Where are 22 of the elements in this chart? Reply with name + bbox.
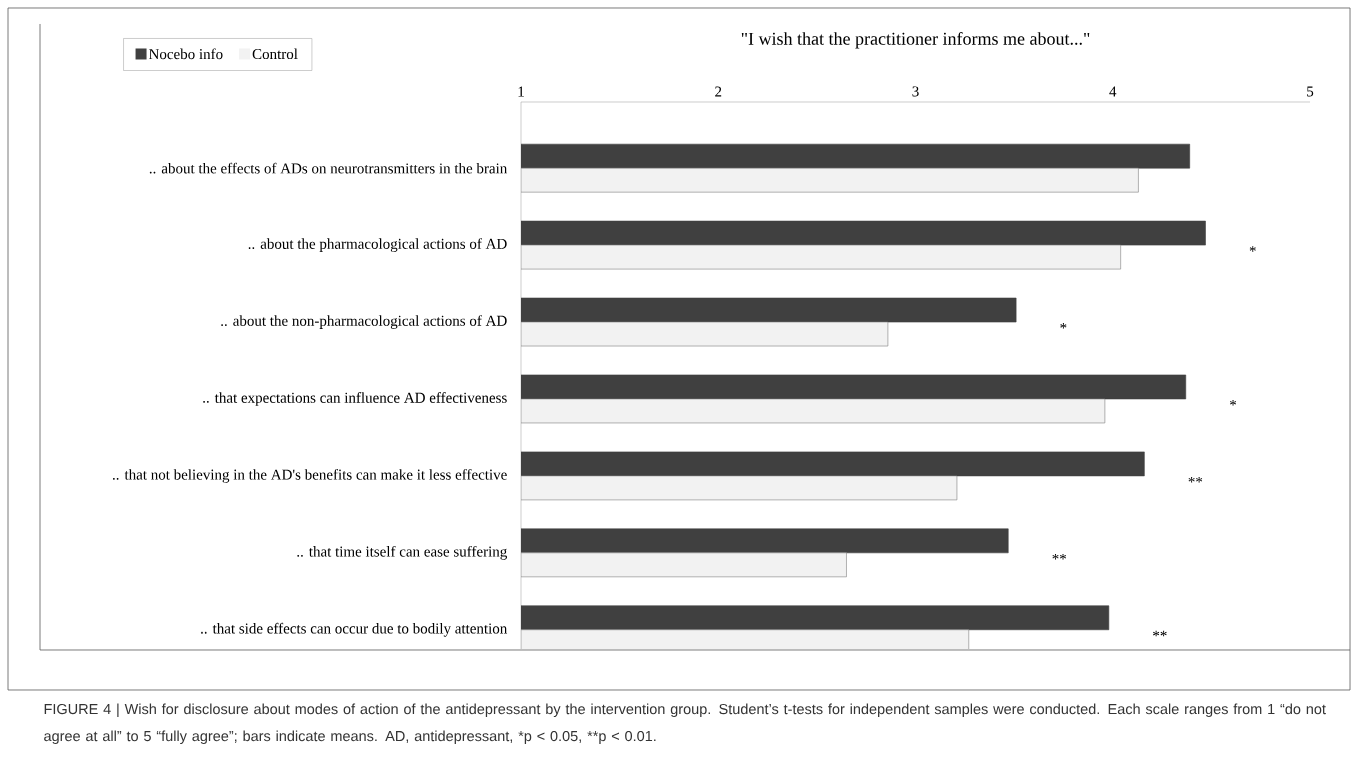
annotation: *: [1060, 323, 1067, 329]
x-tick-label: 3: [912, 86, 919, 97]
chart-title: "I wish that the practitioner informs me about...": [741, 31, 1090, 49]
x-tick-label: 2: [715, 86, 722, 97]
x-tick-label: 1: [518, 86, 524, 97]
y-tick-label: .. that side effects can occur due to bodily attention: [201, 622, 508, 637]
y-tick-label: .. about the effects of ADs on neurotransmitters in the brain: [149, 162, 508, 174]
legend-label: Nocebo info: [148, 48, 223, 60]
annotation: *: [1230, 400, 1237, 406]
y-tick-label: .. about the pharmacological actions of AD: [248, 238, 507, 252]
y-tick-label: .. that not believing in the AD's benefits can make it less effective: [112, 469, 507, 483]
y-tick-label: .. that expectations can influence AD effectiveness: [203, 392, 507, 406]
x-tick-label: 5: [1307, 86, 1314, 97]
annotation: **: [1188, 476, 1203, 483]
y-tick-label: .. about the non-pharmacological actions of AD: [221, 315, 507, 329]
legend-label: Control: [252, 48, 298, 60]
annotation: **: [1153, 630, 1167, 637]
caption: FIGURE 4 | Wish for disclosure about modes of action of the antidepressant by the intervention group. Student’s t-tests for independent samples were conducted. Each scale ranges from 1 “do not agree at all” to 5 “fully agree”; bars indicate means. AD, antidepressant, *p < 0.05, **p < 0.01.: [44, 703, 1326, 745]
annotation: *: [1249, 246, 1256, 252]
x-tick-label: 4: [1109, 86, 1117, 97]
y-tick-label: .. that time itself can ease suffering: [297, 545, 507, 560]
annotation: **: [1052, 553, 1067, 560]
